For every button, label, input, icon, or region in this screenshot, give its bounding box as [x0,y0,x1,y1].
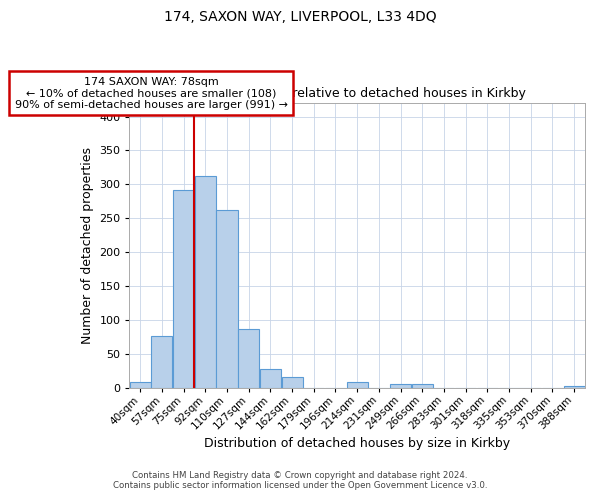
Y-axis label: Number of detached properties: Number of detached properties [80,147,94,344]
Bar [173,190,194,388]
Bar [217,210,238,388]
Bar [260,370,281,388]
X-axis label: Distribution of detached houses by size in Kirkby: Distribution of detached houses by size … [204,437,510,450]
Bar [412,384,433,388]
Text: 174 SAXON WAY: 78sqm
← 10% of detached houses are smaller (108)
90% of semi-deta: 174 SAXON WAY: 78sqm ← 10% of detached h… [14,76,287,110]
Bar [195,176,216,388]
Bar [151,336,172,388]
Bar [130,382,151,388]
Bar [238,330,259,388]
Text: Contains HM Land Registry data © Crown copyright and database right 2024.
Contai: Contains HM Land Registry data © Crown c… [113,470,487,490]
Bar [563,386,584,388]
Bar [390,384,411,388]
Bar [281,378,302,388]
Title: Size of property relative to detached houses in Kirkby: Size of property relative to detached ho… [189,88,526,101]
Bar [347,382,368,388]
Text: 174, SAXON WAY, LIVERPOOL, L33 4DQ: 174, SAXON WAY, LIVERPOOL, L33 4DQ [164,10,436,24]
